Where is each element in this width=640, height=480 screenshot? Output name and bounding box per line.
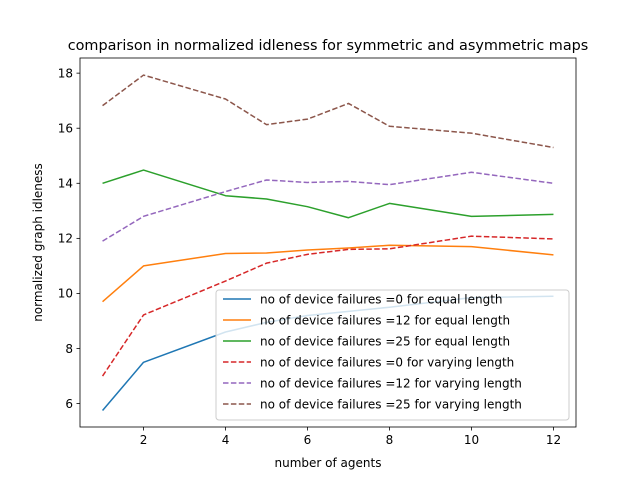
- y-axis-label: normalized graph idleness: [31, 163, 45, 322]
- series-line-3: [102, 169, 554, 219]
- x-tick-label: 10: [464, 433, 479, 447]
- series-line-6: [102, 74, 554, 149]
- x-tick-label: 4: [222, 433, 230, 447]
- y-axis-ticks: 6 8 10 12 14 16 18: [58, 66, 80, 411]
- legend-label: no of device failures =0 for equal lengt…: [260, 292, 503, 306]
- y-tick-label: 16: [58, 122, 73, 136]
- y-tick-label: 18: [58, 66, 73, 80]
- x-tick-label: 12: [546, 433, 561, 447]
- series-line-4: [101, 235, 554, 377]
- y-tick-label: 14: [58, 177, 73, 191]
- x-tick-label: 8: [386, 433, 394, 447]
- chart-title: comparison in normalized idleness for sy…: [68, 38, 589, 54]
- x-axis-label: number of agents: [275, 456, 382, 470]
- legend-box: [215, 289, 570, 421]
- y-tick-label: 12: [58, 232, 73, 246]
- axes-frame: [79, 57, 577, 428]
- legend-label: no of device failures =12 for varying le…: [260, 376, 522, 390]
- legend-entries: no of device failures =0 for equal lengt…: [223, 292, 522, 411]
- y-tick-label: 8: [65, 342, 73, 356]
- y-tick-label: 6: [65, 397, 73, 411]
- plot-area: 2 4 6 8 10 12 6 8 10 12 14 16 18: [58, 57, 577, 447]
- legend-label: no of device failures =0 for varying len…: [260, 355, 514, 369]
- series-line-2: [102, 244, 554, 303]
- y-tick-label: 10: [58, 287, 73, 301]
- x-axis-ticks: 2 4 6 8 10 12: [140, 427, 561, 447]
- series-line-5: [102, 171, 554, 242]
- x-tick-label: 2: [140, 433, 148, 447]
- legend-label: no of device failures =25 for equal leng…: [260, 334, 510, 348]
- legend-label: no of device failures =25 for varying le…: [260, 397, 522, 411]
- x-tick-label: 6: [304, 433, 312, 447]
- legend: no of device failures =0 for equal lengt…: [215, 289, 570, 421]
- legend-label: no of device failures =12 for equal leng…: [260, 313, 510, 327]
